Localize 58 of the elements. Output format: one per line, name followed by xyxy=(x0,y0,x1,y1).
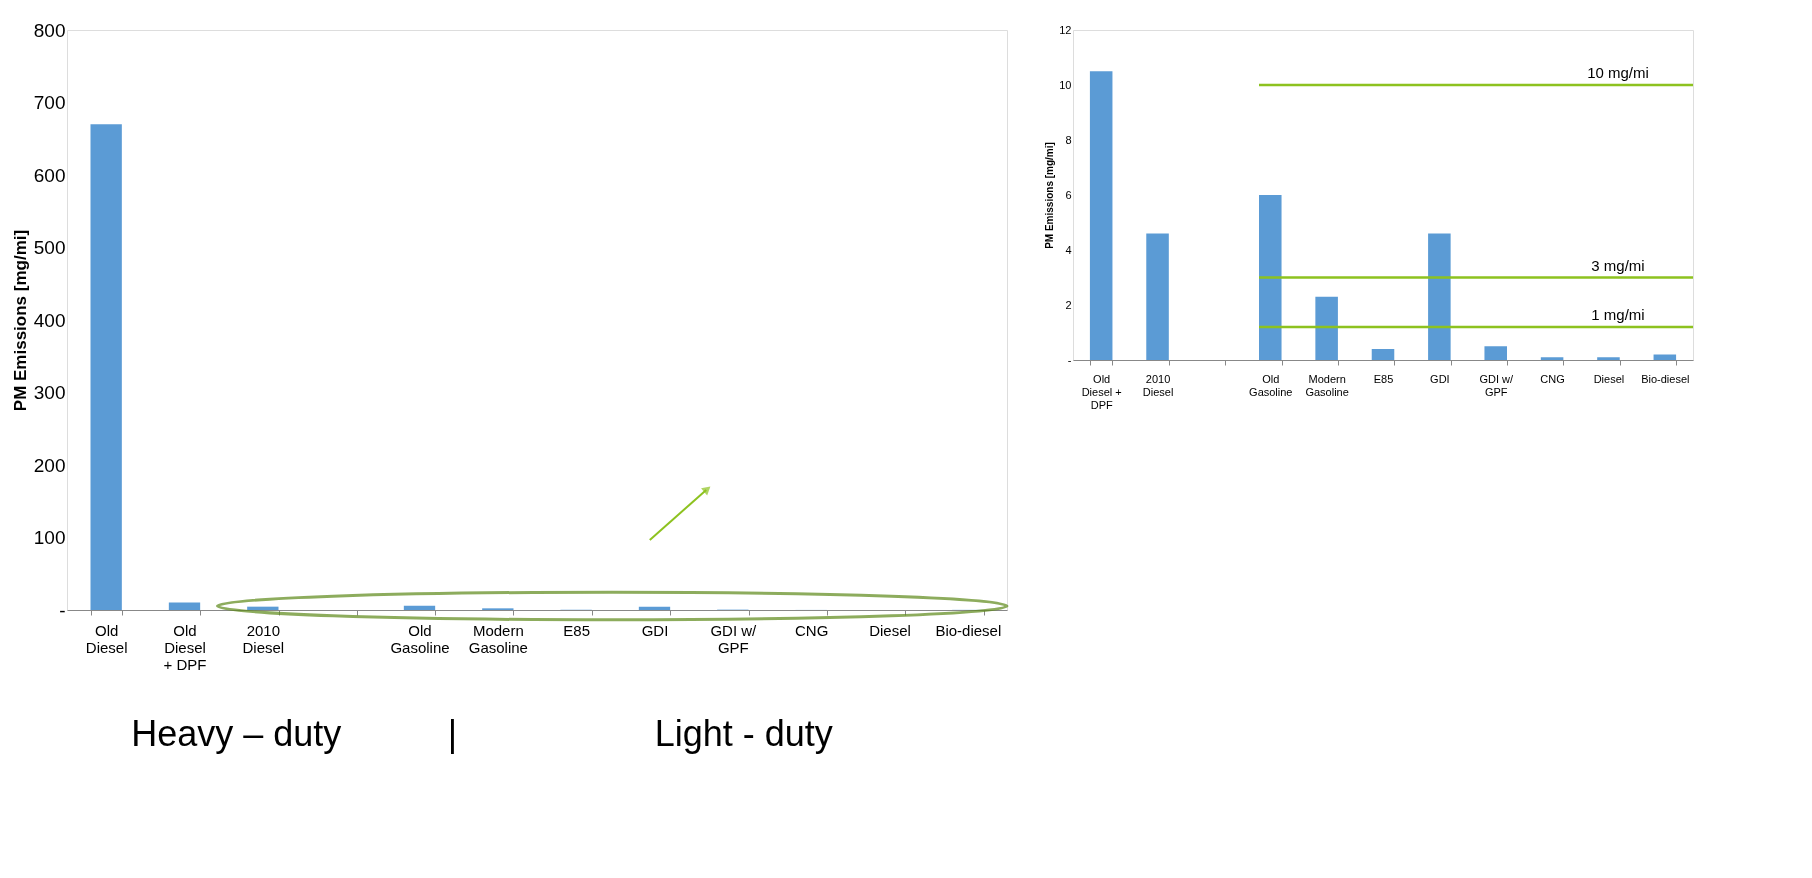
y-tick-label: 10 xyxy=(1059,78,1072,91)
y-tick-label: 300 xyxy=(33,382,66,403)
bar xyxy=(1371,349,1395,360)
y-tick-label: - xyxy=(1067,353,1072,366)
y-tick-label: 2 xyxy=(1065,298,1072,311)
text: Light - duty xyxy=(654,713,833,754)
text: | xyxy=(447,713,458,754)
y-tick-label: 8 xyxy=(1065,133,1072,146)
y-tick-label: - xyxy=(59,599,66,621)
text: Heavy – duty xyxy=(131,713,342,754)
y-tick-label: 100 xyxy=(33,527,66,548)
x-tick-label: Old Gasoline xyxy=(1249,372,1293,398)
x-tick-label: CNG xyxy=(794,621,829,639)
x-tick-label: GDI w/ GPF xyxy=(1479,372,1514,398)
x-tick-label: Old Diesel xyxy=(85,621,128,656)
y-tick-label: 800 xyxy=(33,19,66,41)
y-axis-title: PM Emissions [mg/mi] xyxy=(10,229,30,412)
x-tick-label: Old Diesel + DPF xyxy=(1081,372,1122,411)
y-tick-label: 6 xyxy=(1065,188,1072,201)
bar xyxy=(1259,195,1282,360)
x-tick-label: GDI xyxy=(641,621,669,639)
y-tick-label: 500 xyxy=(33,237,66,258)
ref-line-label: 1 mg/mi xyxy=(1591,306,1645,323)
bar xyxy=(247,606,279,610)
bar xyxy=(403,605,436,610)
x-tick-label: 2010 Diesel xyxy=(1142,372,1174,398)
x-tick-label: Bio-diesel xyxy=(935,621,1002,639)
bar xyxy=(168,602,201,610)
y-tick-label: 200 xyxy=(33,454,66,476)
x-tick-label: CNG xyxy=(1540,372,1565,385)
y-tick-label: 700 xyxy=(33,92,66,113)
x-tick-label: Modern Gasoline xyxy=(468,621,528,656)
y-tick-label: 12 xyxy=(1059,23,1072,36)
x-tick-label: Bio-diesel xyxy=(1641,372,1690,385)
x-tick-label: Old Gasoline xyxy=(390,621,450,656)
y-axis-title: PM Emissions [mg/mi] xyxy=(1044,142,1056,249)
x-tick-label: Diesel xyxy=(1593,372,1625,385)
y-tick-label: 600 xyxy=(33,164,66,186)
x-tick-label: Modern Gasoline xyxy=(1305,372,1349,398)
x-tick-label: 2010 Diesel xyxy=(242,621,285,656)
bar xyxy=(1146,233,1169,360)
x-tick-label: GDI xyxy=(1430,372,1450,385)
bar xyxy=(1089,71,1113,360)
x-tick-label: E85 xyxy=(563,621,591,639)
ref-line-label: 10 mg/mi xyxy=(1587,64,1649,81)
bar xyxy=(1428,233,1451,360)
x-tick-label: GDI w/ GPF xyxy=(710,621,758,656)
bar xyxy=(1540,357,1564,360)
ref-line-label: 3 mg/mi xyxy=(1591,256,1645,274)
bar xyxy=(90,124,122,610)
y-tick-label: 4 xyxy=(1065,243,1072,256)
x-tick-label: Old Diesel + DPF xyxy=(163,621,207,673)
x-tick-label: Diesel xyxy=(869,621,911,639)
x-tick-label: E85 xyxy=(1373,372,1394,385)
y-tick-label: 400 xyxy=(33,309,66,331)
bar xyxy=(1597,357,1620,360)
bar xyxy=(1315,296,1338,360)
bar xyxy=(1484,346,1507,360)
